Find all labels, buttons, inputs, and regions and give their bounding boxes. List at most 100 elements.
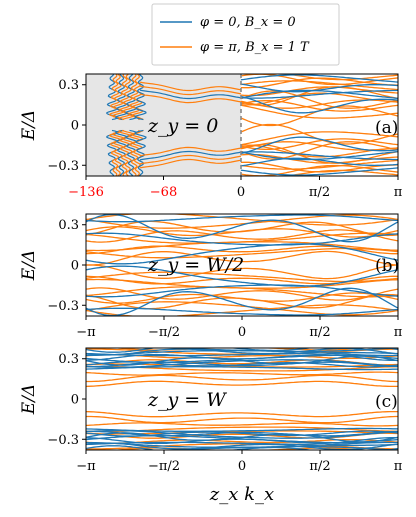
- panel-c: (c) z_y = W E/Δ 0.3 0 −0.3 −π −π/2 0 π/2 π z_x…: [19, 347, 403, 505]
- band-curve: [86, 445, 398, 450]
- band-curve: [86, 232, 398, 246]
- ytick-label: 0.3: [58, 352, 79, 367]
- band-curve: [86, 430, 398, 437]
- xtick-label: −136: [68, 185, 104, 200]
- panel-b-annotation: z_y = W/2: [147, 254, 244, 276]
- fan-curve: [139, 154, 242, 165]
- xtick-label: −68: [150, 185, 177, 200]
- band-curve: [240, 167, 398, 176]
- panel-a-tag: (a): [375, 118, 398, 138]
- legend: φ = 0, B_x = 0 φ = π, B_x = 1 T: [151, 3, 340, 66]
- fan-curve: [139, 81, 242, 92]
- edge-branch: [106, 129, 119, 176]
- band-curve: [86, 432, 398, 443]
- band-curve: [240, 150, 398, 161]
- band-curve: [240, 74, 398, 86]
- panel-b-yticks: 0.3 0 −0.3: [47, 218, 86, 314]
- xtick-label: 0: [238, 325, 246, 340]
- xtick-label: 0: [238, 459, 246, 474]
- edge-branch: [125, 129, 138, 176]
- fan-curve: [139, 89, 242, 100]
- band-curve: [86, 229, 398, 243]
- legend-box: [151, 3, 340, 66]
- fan-curve: [139, 150, 242, 161]
- band-curve: [240, 83, 398, 93]
- fan-curve: [139, 93, 242, 104]
- fan-curve: [139, 146, 242, 157]
- band-curve: [240, 99, 398, 112]
- band-curve: [240, 74, 398, 83]
- edge-branch: [109, 129, 123, 176]
- band-curve: [240, 77, 398, 89]
- legend-label-blue: φ = 0, B_x = 0: [200, 15, 296, 30]
- band-curve: [86, 371, 398, 376]
- band-curve: [110, 348, 372, 351]
- edge-branch: [109, 74, 123, 121]
- panel-c-yticks: 0.3 0 −0.3: [47, 352, 86, 448]
- band-curve: [240, 144, 398, 164]
- edge-branch: [134, 129, 147, 176]
- band-curve: [240, 95, 398, 114]
- band-curve: [240, 141, 398, 160]
- xtick-label: π/2: [309, 459, 330, 474]
- band-curve: [240, 89, 398, 100]
- edge-branch: [128, 74, 141, 121]
- panel-b-ylabel: E/Δ: [19, 250, 39, 281]
- edge-branch: [125, 74, 138, 121]
- band-curve: [86, 287, 398, 301]
- xtick-label: −π: [76, 459, 96, 474]
- panel-a-yticks: 0.3 0 −0.3: [47, 78, 86, 174]
- band-curve: [86, 415, 398, 424]
- xtick-label: 0: [237, 185, 245, 200]
- xtick-label: π: [394, 459, 403, 474]
- band-curve: [240, 99, 398, 109]
- band-curve: [240, 164, 398, 176]
- fan-curve: [139, 158, 242, 169]
- band-curve: [240, 138, 398, 151]
- edge-branch: [134, 74, 147, 121]
- band-curve: [86, 307, 398, 316]
- panel-a-annotation: z_y = 0: [147, 115, 218, 137]
- ytick-label: 0: [71, 119, 79, 134]
- ytick-label: −0.3: [47, 299, 79, 314]
- band-curve: [86, 422, 398, 427]
- panel-b-tag: (b): [375, 256, 399, 276]
- band-curve: [86, 352, 398, 357]
- xtick-label: π: [394, 325, 403, 340]
- band-curve: [240, 123, 398, 145]
- ytick-label: −0.3: [47, 159, 79, 174]
- ytick-label: 0.3: [58, 218, 79, 233]
- edge-branch: [128, 129, 141, 176]
- panel-a-xticks: −136 −68 0 π/2 π: [68, 176, 403, 200]
- panel-c-curves: [86, 348, 398, 450]
- edge-branch: [131, 129, 144, 176]
- edge-branch: [131, 74, 144, 121]
- panel-a-ylabel: E/Δ: [19, 110, 39, 141]
- band-curve: [240, 90, 398, 109]
- panel-a: (a) z_y = 0 E/Δ 0.3 0 −0.3 −136 −68 0 π/2 π: [19, 73, 403, 200]
- band-curve: [86, 355, 398, 366]
- band-curve: [240, 136, 398, 155]
- x-axis-label: z_x k_x: [209, 484, 274, 505]
- panel-c-tag: (c): [375, 392, 398, 412]
- band-curve: [240, 157, 398, 167]
- ytick-label: −0.3: [47, 433, 79, 448]
- panel-c-ylabel: E/Δ: [19, 384, 39, 415]
- panel-a-curves: [106, 74, 398, 176]
- band-curve: [86, 301, 398, 316]
- xtick-label: π/2: [309, 325, 330, 340]
- legend-label-orange: φ = π, B_x = 1 T: [200, 40, 310, 55]
- band-curve: [86, 232, 398, 244]
- band-curve: [86, 286, 398, 298]
- xtick-label: π/2: [309, 185, 330, 200]
- band-curve: [241, 151, 398, 161]
- band-curve: [86, 441, 398, 446]
- band-curve: [86, 348, 398, 353]
- band-curve: [86, 265, 398, 287]
- fan-curve: [139, 85, 242, 96]
- band-curve: [240, 161, 398, 173]
- band-curve: [86, 214, 398, 223]
- panel-c-xticks: −π −π/2 0 π/2 π: [76, 450, 403, 474]
- band-curve: [86, 284, 398, 298]
